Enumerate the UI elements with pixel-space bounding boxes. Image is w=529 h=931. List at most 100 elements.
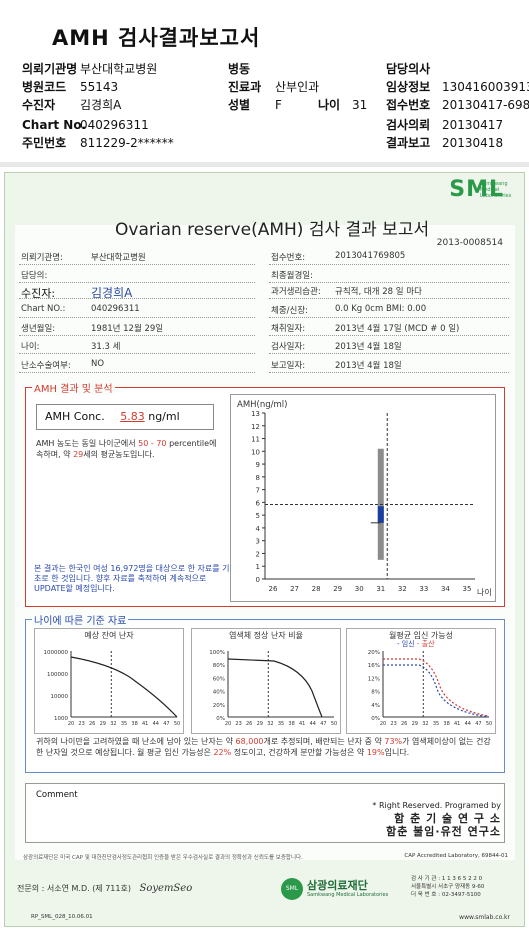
- field-divider: [19, 317, 255, 318]
- header-label: 접수번호: [386, 98, 431, 112]
- header-value: F: [275, 98, 282, 112]
- field-divider: [269, 298, 509, 299]
- mini-curve: [383, 664, 490, 718]
- field-divider: [19, 353, 255, 354]
- mini-x-tick-label: 26: [89, 721, 95, 727]
- mini-x-tick-label: 23: [390, 721, 396, 727]
- foundation-name: 삼광의료재단: [307, 879, 368, 892]
- cap-accreditation: CAP Accredited Laboratory, 69844-01: [404, 853, 508, 859]
- mini-y-tick-label: 60%: [213, 676, 225, 682]
- mini-x-tick-label: 38: [443, 721, 449, 727]
- y-axis-label: AMH(ng/ml): [237, 400, 287, 410]
- mini-y-tick-label: 1000: [54, 716, 68, 722]
- sml-logo-subtitle: Samkwang Medical Laboratories: [480, 181, 512, 199]
- mini-y-tick-label: 4%: [371, 703, 380, 709]
- doctor-name: 서소연 M.D. (제 711호): [46, 884, 131, 893]
- pregnancy-chance-title: 월평균 임신 가능성: [389, 631, 453, 640]
- mini-x-tick-label: 47: [475, 721, 481, 727]
- patient-field-label: 담당의:: [21, 271, 48, 281]
- pregnancy-value: 22%: [213, 748, 232, 757]
- header-label: 담당의사: [386, 62, 431, 76]
- remaining-eggs-value: 68,000: [235, 737, 264, 746]
- mini-x-tick-label: 20: [225, 721, 231, 727]
- patient-field-label: 의뢰기관명:: [21, 253, 63, 263]
- mini-curve: [383, 658, 490, 717]
- website: www.smlab.co.kr: [459, 914, 510, 921]
- y-tick-label: 4: [256, 525, 261, 533]
- amh-conc-value: 5.83: [120, 410, 145, 423]
- header-value: 20130418: [442, 136, 504, 150]
- header-label: 의뢰기관명: [22, 62, 78, 76]
- header-value: 산부인과: [275, 80, 320, 94]
- test-field-value: 2013년 4월 17일 (MCD # 0 일): [335, 324, 460, 334]
- rights-block: * Right Reserved. Programed by 함 춘 기 술 연…: [372, 799, 501, 838]
- mini-y-tick-label: 16%: [368, 663, 380, 669]
- y-tick-label: 12: [251, 423, 260, 431]
- mini-x-tick-label: 35: [278, 721, 284, 727]
- x-tick-label: 28: [312, 585, 321, 593]
- header-title: AMH 검사결과보고서: [52, 26, 261, 50]
- x-tick-label: 30: [355, 585, 364, 593]
- header-value: 040296311: [80, 118, 149, 132]
- legend-birth: - 출산: [416, 640, 435, 648]
- mini-x-tick-label: 38: [131, 721, 137, 727]
- x-tick-label: 35: [463, 585, 472, 593]
- contact-code: 검 사 기 관 : 1 1 3 6 5 2 2 0: [411, 876, 483, 882]
- field-divider: [19, 372, 255, 373]
- mini-y-tick-label: 20%: [368, 650, 380, 656]
- age-summary-text: 귀하의 나이만을 고려하였을 때 난소에 남아 있는 난자는 약 68,000개…: [36, 737, 491, 757]
- y-tick-label: 3: [256, 538, 260, 546]
- mini-x-tick-label: 26: [246, 721, 252, 727]
- y-tick-label: 8: [256, 474, 260, 482]
- report-title: Ovarian reserve(AMH) 검사 결과 보고서: [115, 220, 430, 240]
- mini-x-tick-label: 47: [163, 721, 169, 727]
- y-tick-label: 10: [251, 448, 260, 456]
- header-value: 811229-2******: [80, 136, 174, 150]
- patient-field-label: 난소수술여부:: [21, 361, 71, 371]
- mini-x-tick-label: 50: [486, 721, 492, 727]
- age-reference-section: 나이에 따른 기준 자료 예상 잔여 난자 1000000 100000 10000…: [25, 612, 505, 773]
- mini-y-tick-label: 40%: [213, 690, 225, 696]
- header-label: 성별: [228, 98, 251, 112]
- mini-y-tick-label: 100000: [47, 672, 68, 678]
- mini-x-tick-label: 20: [68, 721, 74, 727]
- amh-concentration-box: AMH Conc. 5.83 ng/ml: [36, 404, 214, 430]
- x-tick-label: 27: [290, 585, 299, 593]
- form-code: RP_SML_028_10.06.01: [31, 914, 93, 920]
- mini-x-tick-label: 50: [331, 721, 337, 727]
- contact-block: 검 사 기 관 : 1 1 3 6 5 2 2 0 서울특별시 서초구 양재동 …: [411, 875, 484, 899]
- y-tick-label: 2: [256, 550, 260, 558]
- amh-result-section: AMH 결과 및 분석 AMH Conc. 5.83 ng/ml AMH 농도는…: [25, 380, 505, 607]
- mini-y-tick-label: 80%: [213, 663, 225, 669]
- mini-x-tick-label: 41: [299, 721, 305, 727]
- box-iqr: [377, 506, 384, 523]
- y-tick-label: 11: [251, 436, 260, 444]
- header-label: 나이: [318, 98, 341, 112]
- test-field-value: 2013년 4월 18일: [335, 342, 402, 352]
- mini-y-tick-label: 0%: [216, 716, 225, 722]
- mini-x-tick-label: 44: [310, 721, 316, 727]
- amh-description: AMH 농도는 동일 나이군에서 50 - 70 percentile에 속하며…: [36, 439, 217, 459]
- test-field-label: 접수번호:: [271, 253, 306, 263]
- mini-x-tick-label: 26: [401, 721, 407, 727]
- field-divider: [19, 264, 255, 265]
- header-value: 김경희A: [80, 98, 122, 112]
- doctor-signature: SoyemSeo: [139, 883, 193, 894]
- mini-x-tick-label: 23: [235, 721, 241, 727]
- patient-field-label: Chart NO.:: [21, 304, 66, 314]
- foundation-logo-icon: SML: [281, 878, 303, 900]
- y-tick-label: 7: [256, 487, 260, 495]
- patient-field-label: 나이:: [21, 342, 40, 352]
- x-tick-label: 32: [398, 585, 407, 593]
- doctor-block: 전문의 : 서소연 M.D. (제 711호) SoyemSeo: [17, 883, 192, 894]
- amh-report: SML Samkwang Medical Laboratories Ovaria…: [4, 172, 525, 927]
- test-field-value: 규칙적, 대개 28 일 마다: [335, 287, 422, 297]
- header-label: Chart No.: [22, 118, 87, 132]
- rights-notice: * Right Reserved. Programed by: [372, 801, 501, 810]
- report-header: AMH 검사결과보고서 의뢰기관명 부산대학교병원 병동 담당의사 병원코드 55143 진…: [0, 0, 529, 160]
- header-label: 병원코드: [22, 80, 67, 94]
- mini-x-tick-label: 29: [100, 721, 106, 727]
- mini-y-tick-label: 100%: [209, 650, 225, 656]
- patient-field-value: 31.3 세: [91, 342, 121, 352]
- mini-y-tick-label: 12%: [368, 676, 380, 682]
